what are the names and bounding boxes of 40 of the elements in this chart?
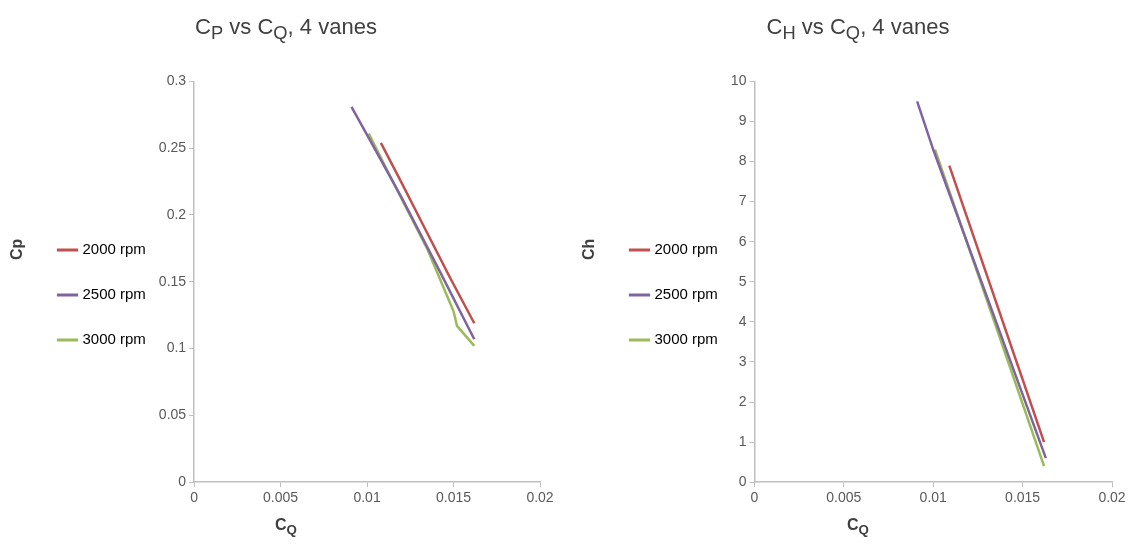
x-tick-label: 0.02 [1098, 489, 1126, 506]
y-tick-label: 8 [738, 152, 747, 169]
x-tick-label: 0.005 [263, 489, 299, 506]
y-tick-label: 2 [738, 392, 747, 409]
y-axis-title: Ch [580, 238, 598, 260]
y-tick-label: 0.05 [158, 406, 187, 423]
x-tick-label: 0.015 [436, 489, 472, 506]
x-axis-title: C$_{Q}$ [274, 515, 298, 537]
y-tick-label: 4 [738, 312, 747, 329]
y-tick-label: 5 [738, 272, 747, 289]
y-axis-title: Cp [8, 238, 26, 260]
x-tick-label: 0 [190, 489, 199, 506]
x-tick-label: 0.005 [826, 489, 862, 506]
legend-label: 2500 rpm [654, 285, 718, 303]
legend-label: 3000 rpm [654, 330, 718, 348]
legend-label: 2500 rpm [82, 285, 146, 303]
x-tick-label: 0.01 [919, 489, 948, 506]
y-tick-label: 0.15 [158, 272, 187, 289]
x-tick-label: 0.015 [1005, 489, 1041, 506]
y-tick-label: 0.25 [158, 139, 187, 156]
y-tick-label: 9 [738, 112, 747, 129]
legend-label: 3000 rpm [82, 330, 146, 348]
y-tick-label: 0 [178, 473, 187, 490]
x-axis-title: C$_{Q}$ [846, 515, 870, 537]
x-tick-label: 0.01 [353, 489, 381, 506]
y-tick-label: 0.3 [166, 72, 187, 89]
y-tick-label: 0 [738, 473, 747, 490]
y-tick-label: 1 [738, 432, 747, 449]
x-tick-label: 0 [750, 489, 759, 506]
legend-label: 2000 rpm [82, 240, 146, 258]
y-tick-label: 0.2 [166, 205, 187, 222]
legend-label: 2000 rpm [654, 240, 718, 258]
y-tick-label: 3 [738, 352, 747, 369]
y-tick-label: 7 [738, 192, 747, 209]
chart-title: C$_{P}$ vs C$_{Q}$, 4 vanes [194, 14, 378, 45]
chart-title: C$_{H}$ vs C$_{Q}$, 4 vanes [765, 14, 951, 45]
y-tick-label: 0.1 [166, 339, 187, 356]
y-tick-label: 10 [730, 72, 747, 89]
x-tick-label: 0.02 [526, 489, 554, 506]
y-tick-label: 6 [738, 232, 747, 249]
